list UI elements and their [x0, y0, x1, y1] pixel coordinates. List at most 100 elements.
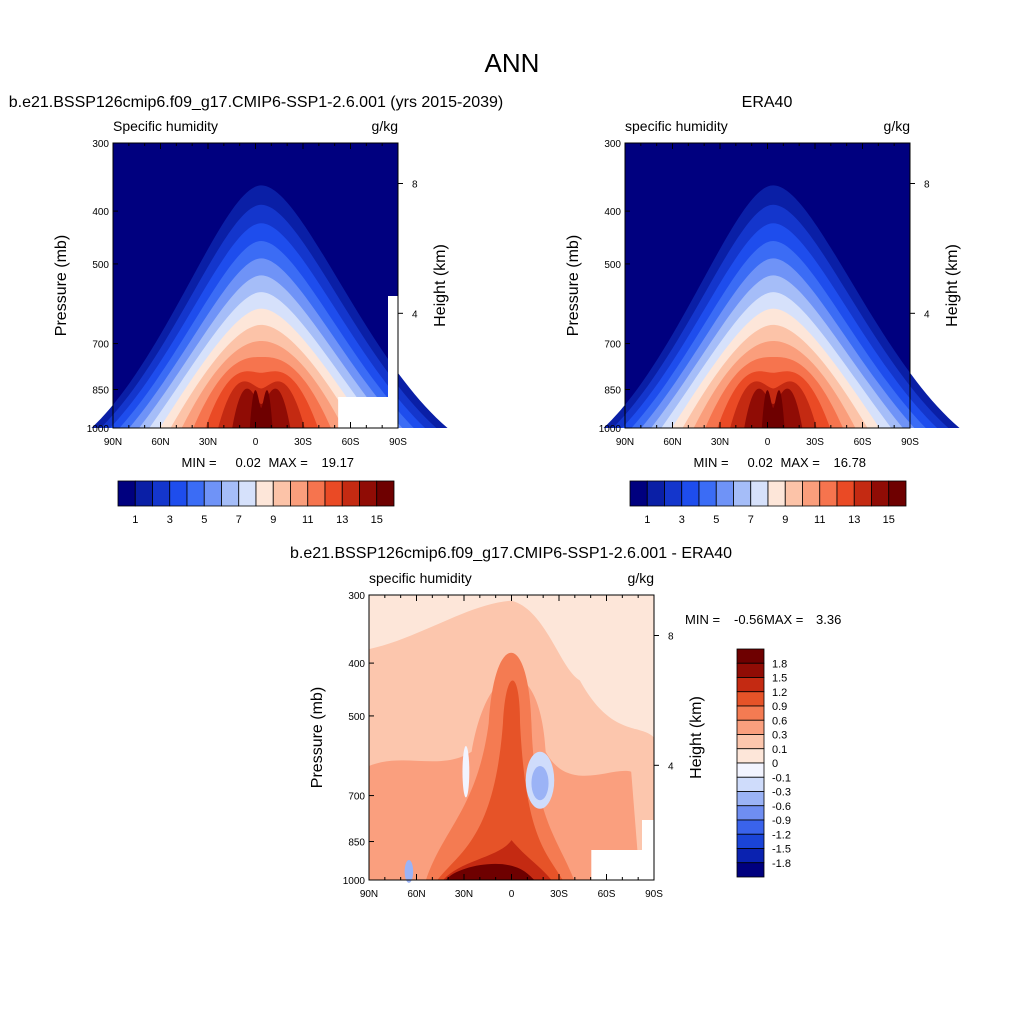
colorbar-swatch	[629, 480, 648, 507]
contour-band	[404, 860, 414, 883]
colorbar-label: -1.8	[772, 858, 791, 870]
colorbar-swatch	[888, 480, 907, 507]
y-tick-label: 500	[92, 260, 109, 271]
x-tick-label: 30S	[806, 437, 824, 448]
colorbar-label: 13	[336, 514, 348, 526]
colorbar-swatch	[802, 480, 821, 507]
colorbar-swatch	[736, 805, 765, 821]
colorbar-label: 0.6	[772, 715, 787, 727]
colorbar-swatch	[359, 480, 378, 507]
y-tick-label: 400	[348, 659, 365, 670]
y-tick-label: 300	[92, 139, 109, 150]
y2-axis-label: Height (km)	[432, 244, 449, 327]
colorbar-label: 1.2	[772, 687, 787, 699]
colorbar-swatch	[736, 705, 765, 721]
colorbar-label: -0.3	[772, 787, 791, 799]
x-tick-label: 30N	[455, 889, 473, 900]
colorbar-swatch	[186, 480, 205, 507]
x-tick-label: 90S	[645, 889, 663, 900]
colorbar-label: 1	[644, 514, 650, 526]
min-label: MIN =	[685, 612, 720, 627]
min-value: 0.02	[236, 455, 261, 470]
x-tick-label: 60S	[854, 437, 872, 448]
colorbar-swatch	[664, 480, 683, 507]
y-tick-label: 300	[348, 591, 365, 602]
y2-tick-label: 4	[924, 309, 930, 320]
y2-tick-label: 8	[924, 180, 930, 191]
y2-tick-label: 4	[668, 761, 674, 772]
y-axis-label: Pressure (mb)	[309, 687, 326, 788]
max-value: 16.78	[834, 455, 867, 470]
colorbar-label: 5	[201, 514, 207, 526]
x-tick-label: 30N	[199, 437, 217, 448]
y-tick-label: 1000	[87, 424, 110, 435]
colorbar-label: 0.9	[772, 701, 787, 713]
panel-title: b.e21.BSSP126cmip6.f09_g17.CMIP6-SSP1-2.…	[9, 94, 504, 111]
colorbar-swatch	[238, 480, 257, 507]
colorbar-swatch	[736, 776, 765, 792]
x-tick-label: 0	[509, 889, 515, 900]
colorbar-swatch	[324, 480, 343, 507]
colorbar-label: -0.1	[772, 772, 791, 784]
colorbar-label: -1.5	[772, 844, 791, 856]
colorbar-swatch	[736, 734, 765, 750]
contour-field	[369, 595, 655, 883]
missing-data-mask	[642, 820, 655, 880]
y-tick-label: 850	[348, 838, 365, 849]
colorbar-label: 9	[782, 514, 788, 526]
colorbar-label: 7	[236, 514, 242, 526]
y2-tick-label: 4	[412, 309, 418, 320]
min-value: -0.56	[734, 612, 764, 627]
y-tick-label: 700	[92, 340, 109, 351]
colorbar-swatch	[169, 480, 188, 507]
min-value: 0.02	[748, 455, 773, 470]
max-value: 19.17	[322, 455, 355, 470]
colorbar-label: 11	[814, 514, 825, 526]
colorbar-swatch	[715, 480, 734, 507]
colorbar-swatch	[736, 662, 765, 678]
y-tick-label: 850	[604, 386, 621, 397]
colorbar-swatch	[736, 719, 765, 735]
axes: 90N 60N 30N 0 30S 60S 90S 300 400 500 700 850 1000 8 4…	[565, 94, 961, 470]
variable-label: specific humidity	[369, 570, 472, 586]
y-axis-label: Pressure (mb)	[565, 235, 582, 336]
max-value: 3.36	[816, 612, 841, 627]
colorbar-label: 1.8	[772, 658, 787, 670]
y2-axis-label: Height (km)	[688, 696, 705, 779]
colorbar-swatch	[221, 480, 240, 507]
y-tick-label: 850	[92, 386, 109, 397]
colorbar-label: 3	[679, 514, 685, 526]
colorbar-swatch	[736, 648, 765, 664]
max-label: MAX =	[269, 455, 308, 470]
x-tick-label: 0	[765, 437, 771, 448]
colorbar-label: 0	[772, 758, 778, 770]
y-tick-label: 400	[92, 207, 109, 218]
x-tick-label: 90S	[389, 437, 407, 448]
max-label: MAX =	[781, 455, 820, 470]
colorbar-swatch	[134, 480, 153, 507]
missing-data-mask	[388, 296, 399, 428]
colorbar-swatch	[341, 480, 360, 507]
colorbar-swatch	[681, 480, 700, 507]
contour-band	[437, 680, 563, 880]
colorbar-swatch	[853, 480, 872, 507]
y-tick-label: 1000	[343, 876, 366, 887]
colorbar-swatch	[750, 480, 769, 507]
contour-field	[603, 143, 960, 428]
x-tick-label: 60S	[598, 889, 616, 900]
y-tick-label: 700	[604, 340, 621, 351]
colorbar-swatch	[272, 480, 291, 507]
contour-band	[531, 766, 549, 801]
min-label: MIN =	[694, 455, 729, 470]
x-tick-label: 30S	[294, 437, 312, 448]
y-tick-label: 500	[604, 260, 621, 271]
y2-axis-label: Height (km)	[944, 244, 961, 327]
colorbar-swatch	[117, 480, 136, 507]
colorbar-swatch	[698, 480, 717, 507]
y-tick-label: 500	[348, 712, 365, 723]
colorbar-label: -0.6	[772, 801, 791, 813]
colorbar-swatch	[307, 480, 326, 507]
x-tick-label: 30S	[550, 889, 568, 900]
colorbar-swatch	[736, 848, 765, 864]
x-tick-label: 30N	[711, 437, 729, 448]
